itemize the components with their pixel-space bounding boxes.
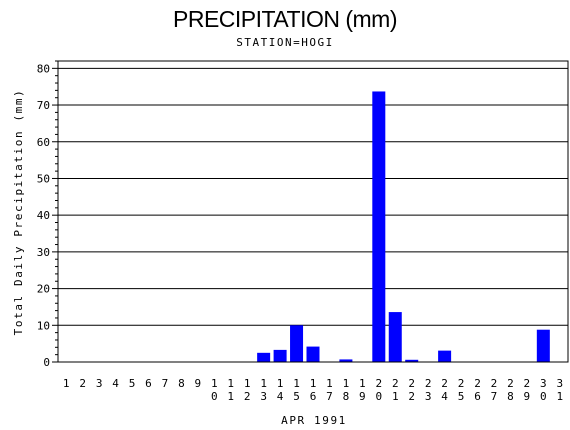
x-tick-label: 5 xyxy=(129,377,136,390)
bar-day-22 xyxy=(405,359,419,362)
x-tick-label: 9 xyxy=(195,377,202,390)
x-tick-label: 8 xyxy=(178,377,185,390)
y-tick-label: 30 xyxy=(37,246,50,259)
bars xyxy=(257,91,550,362)
bar-day-24 xyxy=(438,350,452,362)
y-tick-label: 70 xyxy=(37,99,50,112)
y-tick-label: 10 xyxy=(37,319,50,332)
bar-day-16 xyxy=(306,346,320,362)
x-tick-label: 4 xyxy=(112,377,119,390)
x-tick-label: 7 xyxy=(162,377,169,390)
y-tick-label: 20 xyxy=(37,283,50,296)
x-tick-label: 6 xyxy=(145,377,152,390)
bar-day-15 xyxy=(290,325,304,362)
plot-frame xyxy=(57,60,569,363)
gridlines xyxy=(58,67,568,326)
x-tick-label: 2 xyxy=(79,377,86,390)
chart-subtitle: STATION=HOGI xyxy=(236,36,334,49)
x-axis-label: APR 1991 xyxy=(281,414,347,427)
y-tick-label: 80 xyxy=(37,62,50,75)
y-tick-label: 40 xyxy=(37,209,50,222)
bar-day-21 xyxy=(388,312,402,362)
chart-title: PRECIPITATION (mm) xyxy=(173,6,397,32)
y-tick-label: 50 xyxy=(37,172,50,185)
y-axis-ticks: 0 10 20 30 40 50 60 70 80 xyxy=(37,60,58,369)
bar-day-30 xyxy=(536,329,550,362)
y-tick-label: 60 xyxy=(37,136,50,149)
y-axis-label: Total Daily Precipitation (mm) xyxy=(12,89,25,336)
bar-day-13 xyxy=(257,352,271,362)
x-tick-label: 1 xyxy=(63,377,70,390)
bar-day-18 xyxy=(339,359,353,362)
bar-day-14 xyxy=(273,349,287,362)
y-tick-label: 0 xyxy=(43,356,50,369)
bar-day-20 xyxy=(372,91,386,362)
x-tick-label: 3 xyxy=(96,377,103,390)
x-axis-ticks: 1 2 3 4 5 6 7 8 9 1 01 11 21 31 41 51 61 71 81 92 02 12 22 32 42… xyxy=(63,377,563,403)
